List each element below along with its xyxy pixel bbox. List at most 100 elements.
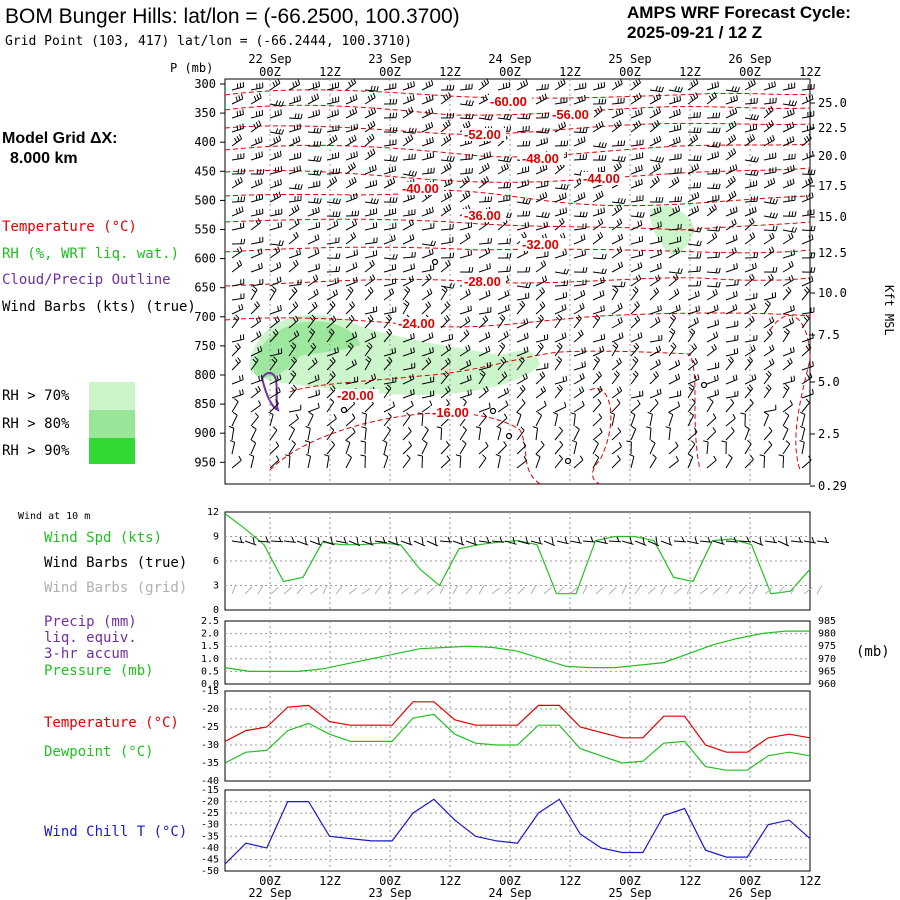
wind-barb: [364, 222, 378, 231]
wind-barb: [535, 221, 548, 231]
rh-shading: [249, 206, 695, 395]
grid-wind-barb: [231, 584, 237, 595]
surface-wind-barb: [790, 536, 803, 543]
wind-barb: [459, 426, 467, 441]
wind-barb: [345, 262, 358, 273]
bottom-hour-label: 00Z: [619, 874, 641, 888]
isotherm-label: -20.00: [337, 388, 374, 403]
wind-barb: [630, 301, 640, 315]
wind-barb: [630, 315, 641, 329]
wind-barb: [554, 304, 567, 315]
wind-barb: [763, 81, 776, 91]
grid-wind-barb: [582, 584, 588, 595]
surface-wind-barb: [309, 536, 322, 546]
wind-barb: [592, 268, 607, 275]
wind-barb: [535, 260, 547, 273]
wind-barb: [687, 280, 702, 287]
wind-barb: [364, 133, 375, 147]
surface-wind-barb: [348, 536, 361, 547]
wind-barb: [421, 107, 434, 119]
wind-barb: [668, 124, 682, 133]
isotherm-line: [589, 387, 612, 485]
wind-barb: [725, 234, 738, 245]
wind-barb: [535, 112, 550, 119]
surface-wind-barb: [465, 536, 478, 546]
wind-barb: [611, 161, 622, 175]
panel-y-tick-label: -35: [201, 758, 219, 769]
wind-barb: [725, 218, 737, 231]
surface-wind-barb: [556, 536, 569, 545]
wind-barb: [763, 135, 775, 147]
wind-barb: [630, 178, 643, 189]
wind-barb: [250, 385, 261, 399]
wind-barb: [668, 455, 679, 469]
wind-barb: [611, 233, 624, 245]
wind-barb: [554, 217, 565, 231]
wind-barb: [649, 371, 659, 385]
wind-barb: [706, 319, 719, 329]
wind-barb: [402, 412, 411, 427]
legend-wind-barbs-grid: Wind Barbs (grid): [44, 580, 187, 596]
wind-barb: [459, 316, 471, 329]
pressure-tick-label: 350: [194, 106, 216, 120]
panel-y-tick-label: 1.0: [201, 654, 219, 665]
wind-barb: [668, 328, 676, 343]
panel-right-tick-label: 960: [818, 679, 836, 690]
wind-barb: [668, 273, 679, 287]
grid-wind-barb: [660, 585, 667, 595]
wind-barb: [455, 454, 462, 469]
wind-barb: [497, 81, 511, 91]
wind-barb: [250, 345, 263, 357]
wind-barb: [383, 347, 396, 357]
wind-barb: [478, 290, 491, 301]
wind-barb: [668, 401, 681, 413]
wind-barb: [630, 274, 642, 287]
wind-barb: [706, 81, 719, 91]
wind-barb: [364, 259, 375, 273]
wind-barb: [288, 195, 302, 203]
series-line: [224, 701, 811, 753]
isotherm-labels: -60.00 -56.00 -52.00 -48.00 -44.00 -40.00 -36.…: [335, 94, 625, 420]
wind-barb: [402, 373, 415, 385]
wind-barb: [497, 356, 507, 371]
wind-barb: [269, 455, 280, 469]
wind-barb: [763, 267, 778, 273]
wind-barb: [725, 356, 734, 371]
wind-barb: [459, 359, 472, 371]
grid-wind-barb: [725, 585, 733, 595]
wind-barb: [307, 141, 322, 147]
panel-y-tick-label: 0: [213, 605, 219, 616]
wind-barb: [535, 334, 549, 343]
wind-barb: [763, 426, 773, 441]
grid-wind-barb: [504, 586, 513, 595]
wind-barb: [687, 266, 701, 273]
wind-barb: [516, 179, 529, 189]
panel-y-tick-label: -20: [201, 704, 219, 715]
isotherm-label: -32.00: [522, 237, 559, 252]
panel-y-tick-label: -30: [201, 820, 219, 831]
grid-wind-barb: [777, 585, 785, 595]
wind-barb: [326, 96, 340, 105]
wind-barb: [782, 260, 794, 273]
wind-barb: [611, 427, 622, 441]
wind-barb: [250, 279, 264, 287]
wind-barb: [630, 108, 643, 119]
wind-barb: [630, 92, 642, 105]
isotherm-line: [289, 350, 701, 471]
wind-barb: [611, 79, 623, 91]
wind-barb: [249, 453, 255, 469]
panel-y-tick-label: 1.5: [201, 641, 219, 652]
wind-barb: [383, 412, 392, 427]
wind-barb: [782, 328, 790, 343]
wind-barb: [440, 191, 452, 203]
series-line: [224, 798, 811, 865]
wind-barb: [592, 385, 603, 399]
wind-barb: [304, 440, 311, 455]
wind-barb: [478, 247, 491, 259]
wind-barb: [592, 345, 605, 357]
wind-barb: [535, 301, 546, 315]
calm-circle: [564, 457, 572, 465]
wind-barb: [459, 440, 467, 455]
wind-barb: [250, 400, 262, 413]
wind-barb: [475, 426, 482, 441]
